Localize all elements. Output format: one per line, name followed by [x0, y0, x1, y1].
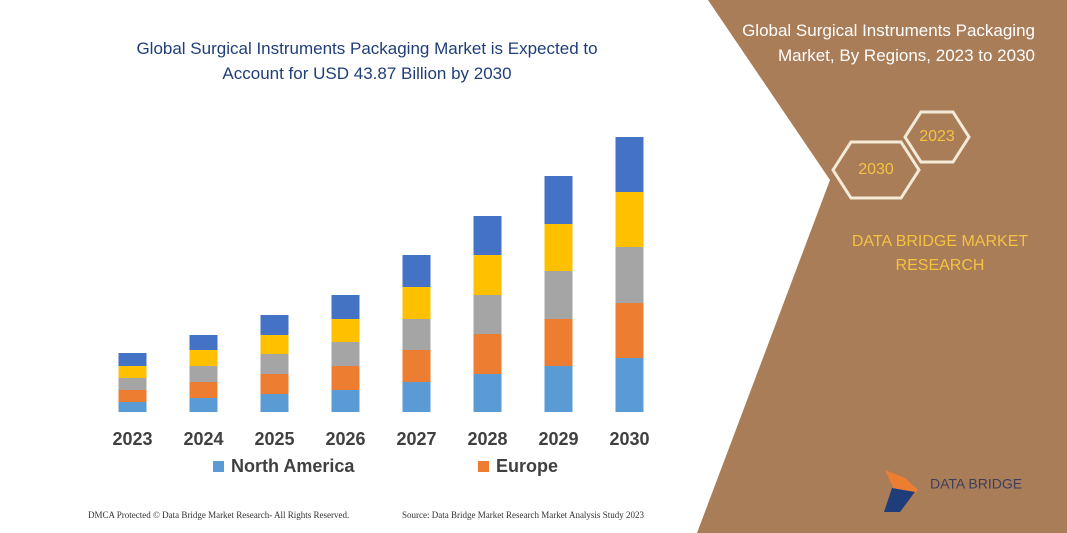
- x-tick-label: 2027: [396, 429, 436, 449]
- bar-segment: [544, 271, 573, 319]
- bar-segment: [260, 374, 289, 394]
- bar-segment: [331, 342, 360, 366]
- bar-segment: [473, 255, 502, 295]
- logo-icon: [884, 488, 915, 512]
- bar-segment: [473, 295, 502, 334]
- side-panel: [697, 0, 1067, 533]
- legend-swatch: [213, 461, 224, 472]
- legend-label: North America: [231, 456, 355, 476]
- bar-segment: [331, 295, 360, 319]
- bar-segment: [331, 390, 360, 412]
- bar-segment: [402, 319, 431, 350]
- badge-label: 2030: [858, 161, 894, 178]
- bar-segment: [544, 176, 573, 224]
- bar-segment: [402, 350, 431, 382]
- bar-segment: [402, 255, 431, 287]
- chart-title: Global Surgical Instruments Packaging Ma…: [136, 39, 598, 83]
- bar-segment: [189, 382, 218, 398]
- bar-segment: [189, 398, 218, 412]
- x-tick-label: 2030: [609, 429, 649, 449]
- bar-segment: [402, 382, 431, 412]
- bar-segment: [331, 366, 360, 390]
- legend-label: Europe: [496, 456, 558, 476]
- bar-segment: [260, 394, 289, 412]
- bar-segment: [615, 303, 644, 358]
- bar-segment: [118, 378, 147, 390]
- x-tick-label: 2023: [112, 429, 152, 449]
- bar-segment: [615, 247, 644, 303]
- bar-segment: [331, 319, 360, 342]
- x-tick-label: 2024: [183, 429, 223, 449]
- footer-right: Source: Data Bridge Market Research Mark…: [402, 510, 644, 520]
- bar-segment: [118, 390, 147, 402]
- bar-segment: [544, 319, 573, 366]
- bar-segment: [118, 353, 147, 366]
- brand: DATA BRIDGE MARKET RESEARCH: [851, 233, 1029, 274]
- bar-segment: [260, 354, 289, 374]
- bar-segment: [473, 374, 502, 412]
- x-tick-label: 2028: [467, 429, 507, 449]
- legend-swatch: [478, 461, 489, 472]
- badge-label: 2023: [919, 128, 955, 145]
- bar-segment: [615, 192, 644, 247]
- bar-segment: [544, 366, 573, 412]
- bar-segment: [473, 334, 502, 374]
- bar-segment: [118, 366, 147, 378]
- bar-segment: [473, 216, 502, 255]
- panel-title: Global Surgical Instruments Packaging Ma…: [742, 21, 1035, 65]
- logo-text: DATA BRIDGE: [930, 476, 1022, 492]
- bar-segment: [260, 335, 289, 354]
- bar-segment: [544, 224, 573, 271]
- bar-segment: [615, 358, 644, 412]
- bar-segment: [189, 366, 218, 382]
- badge-hexagon: [831, 140, 921, 200]
- x-tick-label: 2026: [325, 429, 365, 449]
- bar-segment: [615, 137, 644, 192]
- bar-segment: [118, 402, 147, 412]
- footer-left: DMCA Protected © Data Bridge Market Rese…: [88, 510, 349, 520]
- bar-segment: [260, 315, 289, 335]
- bar-segment: [189, 335, 218, 350]
- bar-segment: [402, 287, 431, 319]
- badge-hexagon: [903, 110, 971, 164]
- x-tick-label: 2025: [254, 429, 294, 449]
- x-tick-label: 2029: [538, 429, 578, 449]
- bar-segment: [189, 350, 218, 366]
